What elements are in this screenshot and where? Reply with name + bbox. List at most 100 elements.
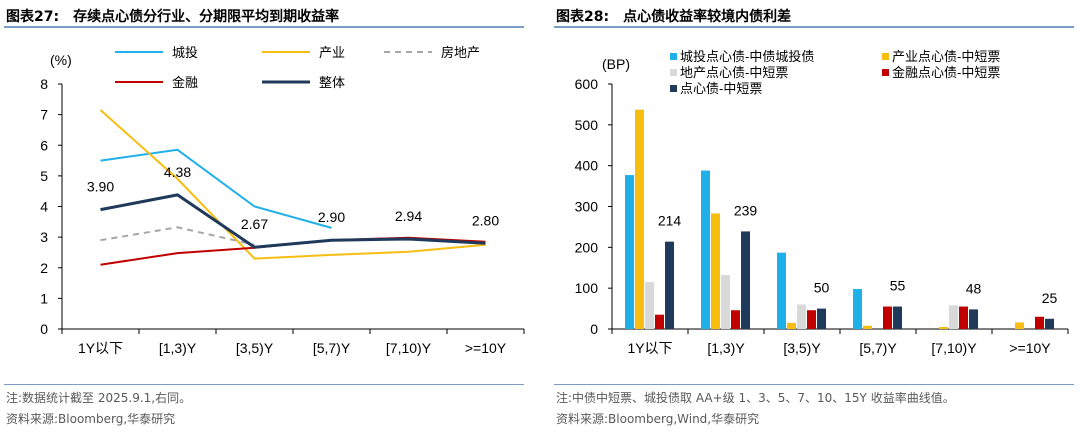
data-label: 2.94 xyxy=(395,208,422,224)
data-label: 25 xyxy=(1042,290,1058,306)
legend-swatch-jinrong xyxy=(882,69,889,76)
bar-chengtou xyxy=(625,175,634,329)
legend-swatch-dianxinzhai xyxy=(670,85,677,92)
x-tick-label: 1Y以下 xyxy=(627,340,672,356)
bar-jinrong xyxy=(1035,316,1044,329)
series-line-jinrong xyxy=(100,236,486,266)
left-source: 资料来源:Bloomberg,华泰研究 xyxy=(6,412,176,426)
x-tick-label: >=10Y xyxy=(1009,340,1051,356)
data-label: 48 xyxy=(966,280,982,296)
bar-chanye xyxy=(635,109,644,329)
left-footer-rule xyxy=(4,384,524,385)
series-line-chengtou xyxy=(100,148,332,229)
x-tick-label: [7,10)Y xyxy=(386,340,432,356)
legend-swatch-dichan xyxy=(670,69,677,76)
x-tick-label: [1,3)Y xyxy=(707,340,745,356)
legend-label-jinrong: 金融点心债-中短票 xyxy=(892,65,1000,80)
legend-label-jinrong: 金融 xyxy=(172,75,198,90)
bar-chengtou xyxy=(853,288,862,329)
y-axis-unit-label: (BP) xyxy=(602,56,630,72)
data-label: 214 xyxy=(658,213,682,229)
right-note: 注:中债中短票、城投债取 AA+级 1、3、5、7、10、15Y 收益率曲线值。 xyxy=(556,391,955,405)
left-figure-title: 图表27: 存续点心债分行业、分期限平均到期收益率 xyxy=(6,6,339,26)
bar-dianxinzhai xyxy=(741,231,750,329)
series-line-fangdichan xyxy=(100,226,255,246)
left-note: 注:数据统计截至 2025.9.1,右同。 xyxy=(6,391,192,405)
bar-dichan xyxy=(797,304,806,329)
data-label: 239 xyxy=(734,202,758,218)
bar-chanye xyxy=(1015,322,1024,329)
bar-dianxinzhai xyxy=(893,306,902,329)
legend-label-fangdichan: 房地产 xyxy=(441,45,480,60)
bar-chart: 0 100 200 300 400 500 600 1Y以下 [1,3)Y [3,5)Y [5,7)… xyxy=(575,49,1069,356)
x-tick-label: [7,10)Y xyxy=(931,340,977,356)
series-line-zhengti xyxy=(100,193,486,249)
y-tick-label: 400 xyxy=(575,158,599,174)
y-tick-label: 100 xyxy=(575,280,599,296)
legend-label-dianxinzhai: 点心债-中短票 xyxy=(680,81,762,96)
line-chart: 0 1 2 3 4 5 6 7 8 1Y以下 [1,3)Y [3,5)Y [5,7)Y [7,10)Y >=… xyxy=(40,45,525,356)
y-tick-label: 200 xyxy=(575,239,599,255)
x-tick-label: [5,7)Y xyxy=(313,340,351,356)
data-label: 4.38 xyxy=(164,164,191,180)
left-figure-number: 图表27: xyxy=(6,9,60,25)
legend-swatch-chanye xyxy=(882,53,889,60)
legend-label-zhengti: 整体 xyxy=(319,75,345,90)
y-tick-label: 0 xyxy=(40,321,48,337)
bar-jinrong xyxy=(807,310,816,329)
y-tick-label: 0 xyxy=(590,321,598,337)
bar-dianxinzhai xyxy=(1045,318,1054,329)
left-title-rule xyxy=(4,26,524,28)
data-label: 55 xyxy=(890,278,906,294)
data-label: 2.80 xyxy=(472,212,499,228)
bar-chengtou xyxy=(777,252,786,329)
y-axis-unit-label: (%) xyxy=(50,52,72,68)
right-figure-title-text: 点心债收益率较境内债利差 xyxy=(623,9,792,25)
y-tick-label: 1 xyxy=(40,290,48,306)
legend-swatch-chengtou xyxy=(670,53,677,60)
bar-dianxinzhai xyxy=(969,309,978,329)
y-tick-label: 500 xyxy=(575,117,599,133)
bar-dianxinzhai xyxy=(817,308,826,329)
data-label: 50 xyxy=(814,280,830,296)
y-tick-label: 2 xyxy=(40,260,48,276)
y-tick-label: 4 xyxy=(40,199,48,215)
right-figure-number: 图表28: xyxy=(556,9,610,25)
bar-chanye xyxy=(863,325,872,329)
y-tick-label: 6 xyxy=(40,137,48,153)
bar-chanye xyxy=(711,213,720,329)
right-figure-title: 图表28: 点心债收益率较境内债利差 xyxy=(556,6,791,26)
legend-label-dichan: 地产点心债-中短票 xyxy=(680,65,788,80)
bar-chanye xyxy=(787,322,796,329)
y-tick-label: 3 xyxy=(40,229,48,245)
left-figure-panel: 图表27: 存续点心债分行业、分期限平均到期收益率 0 1 2 3 4 5 6 7 8 1Y以下 [1… xyxy=(0,0,530,436)
y-tick-label: 600 xyxy=(575,76,599,92)
bar-jinrong xyxy=(731,310,740,329)
bar-jinrong xyxy=(959,306,968,329)
bar-dichan xyxy=(721,275,730,329)
right-figure-panel: 图表28: 点心债收益率较境内债利差 0 100 200 300 400 500 600 1Y以… xyxy=(550,0,1080,436)
bar-chengtou xyxy=(701,170,710,329)
bar-chanye xyxy=(939,326,948,329)
bar-jinrong xyxy=(655,314,664,329)
bar-jinrong xyxy=(883,306,892,329)
data-label: 2.67 xyxy=(241,216,268,232)
right-source: 资料来源:Bloomberg,Wind,华泰研究 xyxy=(556,412,760,426)
legend-label-chanye: 产业 xyxy=(319,45,345,60)
legend-label-chengtou: 城投 xyxy=(172,45,198,60)
y-tick-label: 8 xyxy=(40,76,48,92)
y-tick-label: 7 xyxy=(40,107,48,123)
x-tick-label: >=10Y xyxy=(465,340,507,356)
right-title-rule xyxy=(554,26,1074,28)
legend-label-chengtou: 城投点心债-中债城投债 xyxy=(680,49,814,64)
bar-dianxinzhai xyxy=(665,241,674,329)
bar-dichan xyxy=(949,305,958,329)
legend-label-chanye: 产业点心债-中短票 xyxy=(892,49,1000,64)
left-figure-title-text: 存续点心债分行业、分期限平均到期收益率 xyxy=(73,9,340,25)
data-label: 3.90 xyxy=(87,179,114,195)
x-tick-label: [5,7)Y xyxy=(859,340,897,356)
y-tick-label: 300 xyxy=(575,199,599,215)
x-tick-label: [3,5)Y xyxy=(236,340,274,356)
series-line-chanye xyxy=(99,109,486,260)
data-label: 2.90 xyxy=(318,209,345,225)
